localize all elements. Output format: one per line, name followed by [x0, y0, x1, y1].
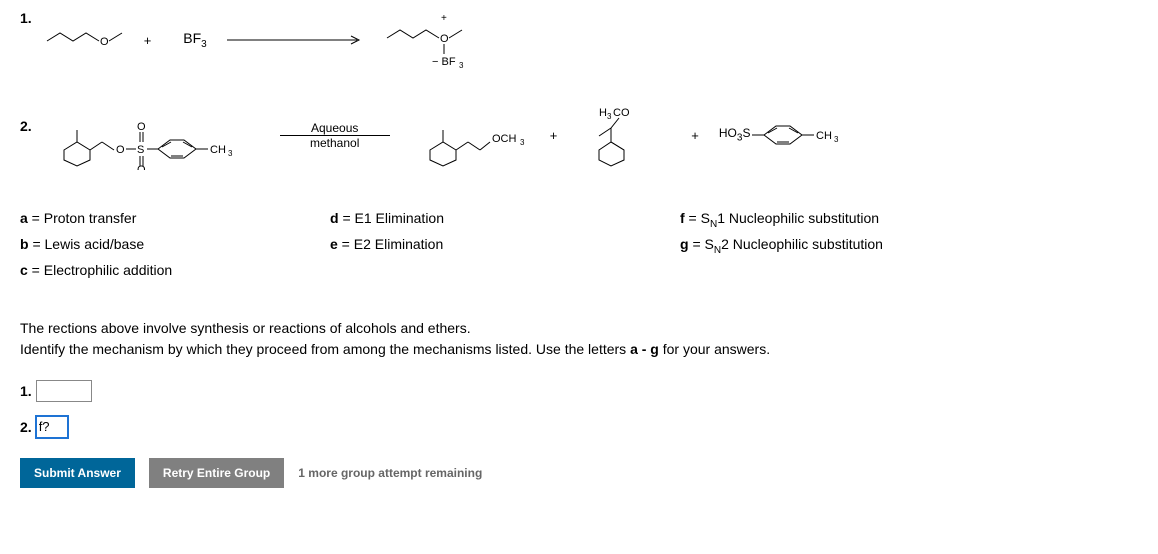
instructions: The rections above involve synthesis or … — [20, 318, 1138, 360]
button-row: Submit Answer Retry Entire Group 1 more … — [20, 458, 1138, 488]
svg-text:O: O — [137, 164, 146, 170]
answer-2-label: 2. — [20, 419, 32, 435]
answer-2-input[interactable] — [36, 416, 68, 438]
mechanism-key: a = Proton transfer d = E1 Elimination f… — [20, 210, 1138, 278]
svg-text:CO: CO — [613, 107, 630, 119]
plus-sign-2a: + — [550, 128, 558, 143]
reaction-2-number: 2. — [20, 118, 32, 134]
svg-text:O: O — [137, 121, 146, 133]
mech-e: e = E2 Elimination — [330, 236, 680, 256]
plus-sign: + — [144, 33, 152, 48]
svg-text:O: O — [116, 144, 125, 156]
instructions-line-1: The rections above involve synthesis or … — [20, 318, 1138, 339]
svg-text:CH: CH — [816, 130, 832, 142]
answer-row-1: 1. — [20, 380, 1138, 402]
product-1-structure: O + − BF 3 — [377, 10, 487, 70]
instructions-line-2: Identify the mechanism by which they pro… — [20, 339, 1138, 360]
allyl-ether-structure: O — [42, 25, 132, 55]
bf3-reagent: BF3 — [183, 30, 206, 50]
mech-d: d = E1 Elimination — [330, 210, 680, 230]
svg-text:3: 3 — [459, 61, 464, 70]
mech-a: a = Proton transfer — [20, 210, 330, 230]
reaction-2: 2. O S O O O CH 3 Aqueous methanol — [20, 100, 1138, 170]
attempts-remaining: 1 more group attempt remaining — [298, 466, 482, 480]
svg-text:3: 3 — [520, 138, 525, 147]
mech-b: b = Lewis acid/base — [20, 236, 330, 256]
submit-button[interactable]: Submit Answer — [20, 458, 135, 488]
svg-text:O: O — [440, 33, 449, 45]
reaction-2-conditions: Aqueous methanol — [280, 121, 390, 150]
svg-text:3: 3 — [834, 135, 839, 144]
svg-text:CH: CH — [210, 144, 226, 156]
svg-text:H: H — [599, 107, 607, 119]
mech-g: g = SN2 Nucleophilic substitution — [680, 236, 1080, 256]
answer-row-2: 2. — [20, 416, 1138, 438]
svg-text:S: S — [137, 144, 144, 156]
reaction-1-number: 1. — [20, 10, 32, 26]
mech-c: c = Electrophilic addition — [20, 262, 330, 278]
ho3s-label: HO3S — [719, 126, 751, 143]
svg-text:3: 3 — [607, 112, 612, 121]
svg-text:− BF: − BF — [432, 56, 456, 68]
answer-1-input[interactable] — [36, 380, 92, 402]
reaction-1: 1. O + BF3 O + − BF 3 — [20, 10, 1138, 70]
answer-1-label: 1. — [20, 383, 32, 399]
svg-text:O: O — [100, 36, 109, 48]
product-2a-structure: OCH 3 — [408, 100, 538, 170]
tosyl-product-structure: CH 3 — [750, 115, 870, 155]
plus-sign-2b: + — [691, 128, 699, 143]
svg-text:+: + — [441, 13, 447, 24]
svg-text:3: 3 — [228, 149, 233, 158]
tosylate-structure: O S O O O CH 3 — [42, 100, 262, 170]
reaction-arrow-1 — [227, 34, 367, 46]
product-2b-structure: H 3 CO — [569, 100, 679, 170]
svg-text:OCH: OCH — [492, 133, 517, 145]
mech-f: f = SN1 Nucleophilic substitution — [680, 210, 1080, 230]
retry-button[interactable]: Retry Entire Group — [149, 458, 284, 488]
